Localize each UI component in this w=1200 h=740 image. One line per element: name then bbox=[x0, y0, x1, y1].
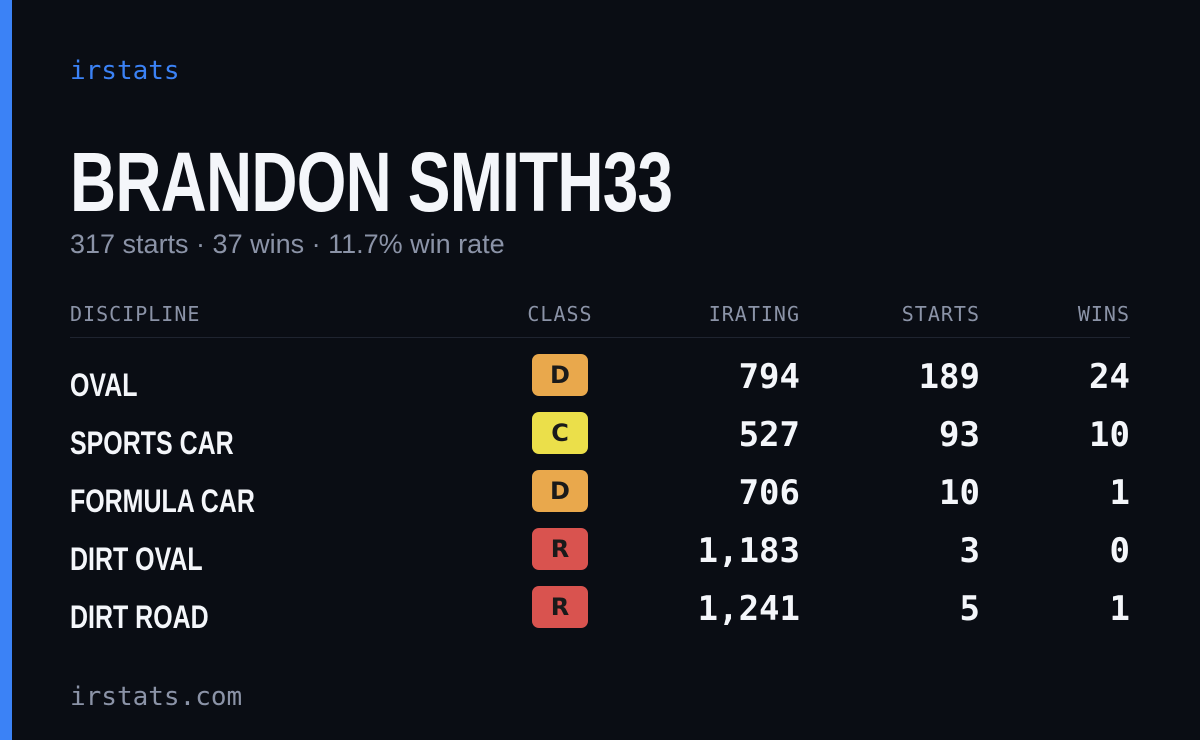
irating-value: 1,241 bbox=[697, 589, 800, 629]
class-badge: D bbox=[532, 470, 588, 512]
column-header: IRATING bbox=[708, 302, 800, 326]
starts-value: 5 bbox=[959, 589, 980, 629]
irating-value: 794 bbox=[738, 357, 800, 397]
summary: 317 starts · 37 wins · 11.7% win rate bbox=[70, 229, 505, 259]
discipline: FORMULA CAR bbox=[70, 483, 255, 519]
wins-value: 1 bbox=[1109, 473, 1130, 513]
column-header: CLASS bbox=[527, 302, 593, 326]
brand: irstats bbox=[70, 56, 180, 86]
wins-value: 1 bbox=[1109, 589, 1130, 629]
starts-value: 10 bbox=[939, 473, 980, 513]
driver-name: BRANDON SMITH33 bbox=[70, 135, 673, 229]
discipline: SPORTS CAR bbox=[70, 425, 234, 461]
wins-value: 0 bbox=[1109, 531, 1130, 571]
class-badge: C bbox=[532, 412, 588, 454]
column-header: STARTS bbox=[901, 302, 980, 326]
header-rule bbox=[70, 337, 1130, 338]
starts-value: 3 bbox=[959, 531, 980, 571]
discipline: OVAL bbox=[70, 367, 138, 403]
class-badge: R bbox=[532, 528, 588, 570]
column-header: DISCIPLINE bbox=[70, 302, 201, 326]
irating-value: 1,183 bbox=[697, 531, 800, 571]
class-badge: D bbox=[532, 354, 588, 396]
discipline: DIRT ROAD bbox=[70, 599, 209, 635]
starts-value: 93 bbox=[939, 415, 980, 455]
irating-value: 527 bbox=[738, 415, 800, 455]
column-header: WINS bbox=[1077, 302, 1130, 326]
class-badge: R bbox=[532, 586, 588, 628]
accent-bar bbox=[0, 0, 12, 740]
wins-value: 10 bbox=[1089, 415, 1130, 455]
starts-value: 189 bbox=[918, 357, 980, 397]
discipline: DIRT OVAL bbox=[70, 541, 203, 577]
wins-value: 24 bbox=[1089, 357, 1130, 397]
irating-value: 706 bbox=[738, 473, 800, 513]
footer-url: irstats.com bbox=[70, 682, 243, 712]
